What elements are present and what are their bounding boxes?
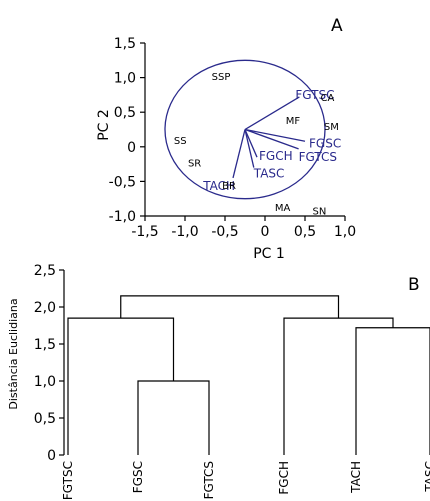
dendrogram-y-tick-label: 2,0: [34, 300, 56, 316]
pc1-tick-label: -1,0: [171, 224, 198, 240]
vector-tach: [232, 129, 246, 179]
leaf-label-fgtcs: FGTCS: [202, 461, 216, 499]
vector-fgsc: [244, 128, 306, 142]
pc1-tick-label: -1,5: [131, 224, 158, 240]
dendrogram-tree: [67, 295, 430, 455]
dendrogram-link-4: [283, 317, 394, 455]
pc1-tick-label: 1,0: [334, 224, 356, 240]
vector-label-tach: TACH: [202, 179, 235, 193]
dendrogram-link-3: [67, 317, 175, 455]
panel-label-a: A: [331, 16, 343, 36]
dendrogram-y-axis-label: Distância Euclidiana: [7, 298, 20, 409]
correlation-circle: [164, 59, 326, 200]
pc2-tick-label: 1,0: [114, 71, 136, 87]
dendrogram-y-tick-label: 0,5: [34, 411, 56, 427]
pc2-tick-label: 0: [127, 140, 136, 156]
point-label-ma: MA: [275, 203, 291, 214]
vector-fgtsc: [244, 96, 300, 131]
dendrogram-link-1: [137, 380, 210, 455]
point-label-br: BR: [222, 181, 236, 192]
pc2-tick-label: 0,5: [114, 105, 136, 121]
leaf-label-tach: TACH: [349, 461, 363, 494]
leaf-label-fgsc: FGSC: [131, 461, 145, 493]
point-label-ssp: SSP: [212, 72, 231, 83]
vector-label-fgtsc: FGTSC: [295, 88, 334, 102]
pc2-tick-label: 1,5: [114, 36, 136, 52]
correlation-circle-outline: [164, 59, 326, 200]
dendrogram: B 0 0,5 1,0 1,5 2,0 2,5 FGTSC FGSC FGTCS FGCH TAC…: [7, 263, 430, 500]
pc1-tick-label: -0,5: [211, 224, 238, 240]
pc2-tick-label: -0,5: [109, 174, 136, 190]
vector-label-fgsc: FGSC: [309, 136, 341, 150]
dendrogram-y-tick-label: 1,0: [34, 374, 56, 390]
pca-axes: -1,5 -1,0 -0,5 0 0,5 1,0-1,0-0,500,51,01,5: [109, 36, 356, 240]
vector-label-fgtcs: FGTCS: [299, 150, 337, 164]
vector-tasc: [244, 129, 255, 168]
pc1-tick-label: 0,5: [294, 224, 316, 240]
leaf-label-fgtsc: FGTSC: [61, 461, 75, 500]
panel-label-b: B: [408, 275, 420, 295]
point-label-ca: CA: [320, 93, 334, 104]
dendrogram-axes: 0 0,5 1,0 1,5 2,0 2,5: [34, 263, 65, 464]
vector-label-tasc: TASC: [253, 167, 285, 181]
point-label-sn: SN: [312, 206, 326, 217]
pc1-axis-label: PC 1: [253, 246, 285, 262]
point-label-sm: SM: [324, 122, 339, 133]
leaf-label-fgch: FGCH: [277, 461, 291, 495]
point-label-ss: SS: [174, 136, 187, 147]
dendrogram-y-tick-label: 0: [47, 448, 56, 464]
point-label-mf: MF: [286, 116, 301, 127]
score-points: SSP CA MF SM SS SR BR MA SN: [174, 72, 339, 217]
pc2-tick-label: -1,0: [109, 209, 136, 225]
leaf-label-tasc: TASC: [423, 461, 430, 493]
dendrogram-link-5: [120, 295, 340, 319]
pc2-axis-label: PC 2: [96, 109, 112, 141]
dendrogram-leaf-labels: FGTSC FGSC FGTCS FGCH TACH TASC: [61, 461, 430, 500]
pc1-tick-label: 0: [261, 224, 270, 240]
point-label-sr: SR: [188, 159, 201, 170]
dendrogram-y-tick-label: 1,5: [34, 337, 56, 353]
vector-fgtcs: [244, 128, 299, 150]
vector-fgch: [244, 129, 258, 158]
dendrogram-y-tick-label: 2,5: [34, 263, 56, 279]
vector-label-fgch: FGCH: [259, 149, 293, 163]
dendrogram-link-2: [355, 327, 430, 455]
